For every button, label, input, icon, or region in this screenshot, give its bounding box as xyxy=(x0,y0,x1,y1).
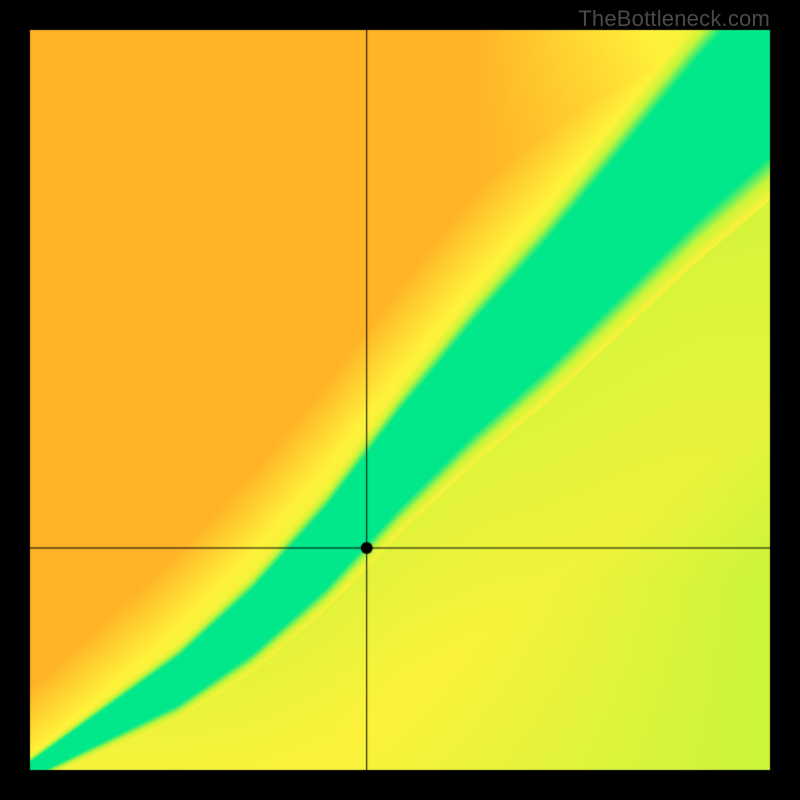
watermark-text: TheBottleneck.com xyxy=(578,6,770,32)
chart-container: TheBottleneck.com xyxy=(0,0,800,800)
heatmap-canvas xyxy=(0,0,800,800)
